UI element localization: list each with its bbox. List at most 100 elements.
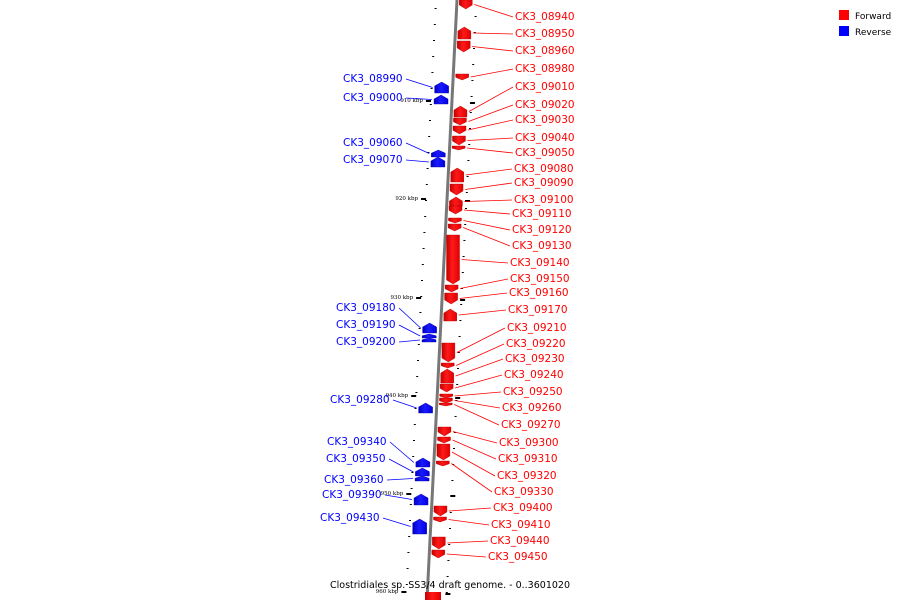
gene-label-ck3-09190[interactable]: CK3_09190 (336, 319, 396, 331)
gene-feature-ck3-09220[interactable] (441, 363, 454, 368)
gene-feature-ck3-09200[interactable] (422, 338, 436, 342)
gene-label-ck3-09060[interactable]: CK3_09060 (343, 137, 403, 149)
label-leader-ck3-09430 (383, 518, 411, 527)
gene-feature-ck3-09060[interactable] (431, 150, 445, 157)
gene-label-ck3-08980[interactable]: CK3_08980 (515, 63, 575, 75)
gene-label-ck3-09390[interactable]: CK3_09390 (322, 489, 382, 501)
gene-feature-ck3-09300[interactable] (438, 427, 451, 436)
gene-feature-ck3-08940[interactable] (459, 0, 472, 9)
gene-feature-ck3-08950[interactable] (458, 27, 471, 39)
gene-feature-ck3-09240[interactable] (440, 384, 453, 392)
gene-feature-ck3-09020[interactable] (453, 118, 466, 125)
gene-feature-ck3-09030[interactable] (453, 126, 466, 134)
gene-feature-ck3-08990[interactable] (435, 82, 449, 93)
gene-feature-ck3-09330[interactable] (436, 461, 449, 466)
gene-label-ck3-08960[interactable]: CK3_08960 (515, 45, 575, 57)
gene-label-ck3-09230[interactable]: CK3_09230 (505, 353, 565, 365)
gene-label-ck3-09280[interactable]: CK3_09280 (330, 394, 390, 406)
gene-label-ck3-09120[interactable]: CK3_09120 (512, 224, 572, 236)
gene-label-ck3-09330[interactable]: CK3_09330 (494, 486, 554, 498)
axis-minor-tick (448, 544, 450, 545)
gene-feature-ck3-09350[interactable] (415, 468, 429, 476)
gene-label-ck3-08990[interactable]: CK3_08990 (343, 73, 403, 85)
gene-feature-ck3-09400[interactable] (434, 506, 447, 516)
gene-label-ck3-09050[interactable]: CK3_09050 (515, 147, 575, 159)
gene-label-ck3-09310[interactable]: CK3_09310 (498, 453, 558, 465)
gene-feature-ck3-09080[interactable] (451, 168, 464, 182)
gene-feature-ck3-09180[interactable] (423, 323, 437, 333)
legend-forward-swatch (839, 10, 849, 20)
gene-feature-ck3-09450[interactable] (432, 550, 445, 558)
gene-feature-ck3-09410[interactable] (434, 517, 447, 522)
gene-label-ck3-09180[interactable]: CK3_09180 (336, 302, 396, 314)
gene-label-ck3-09400[interactable]: CK3_09400 (493, 502, 553, 514)
gene-feature-ck3-09260[interactable] (439, 398, 452, 403)
gene-feature-ck3-09130[interactable] (448, 224, 461, 231)
gene-label-ck3-09260[interactable]: CK3_09260 (502, 402, 562, 414)
gene-label-ck3-09020[interactable]: CK3_09020 (515, 99, 575, 111)
gene-feature-ck3-09110[interactable] (449, 206, 462, 214)
gene-label-ck3-09010[interactable]: CK3_09010 (515, 81, 575, 93)
gene-feature-ck3-08980[interactable] (456, 74, 469, 80)
gene-feature-ck3-09070[interactable] (431, 157, 445, 167)
gene-label-ck3-09030[interactable]: CK3_09030 (515, 114, 575, 126)
gene-feature-ck3-09390[interactable] (414, 494, 428, 505)
gene-feature-ck3-09050[interactable] (452, 146, 465, 150)
gene-feature-ck3-08960[interactable] (457, 41, 470, 52)
gene-feature-ck3-09270[interactable] (439, 403, 452, 406)
gene-feature-ck3-09310[interactable] (438, 437, 451, 443)
gene-label-ck3-08950[interactable]: CK3_08950 (515, 28, 575, 40)
gene-feature-ck3-09190[interactable] (422, 334, 436, 338)
label-leader-ck3-08950 (473, 33, 513, 34)
gene-label-ck3-09170[interactable]: CK3_09170 (508, 304, 568, 316)
gene-label-ck3-09100[interactable]: CK3_09100 (514, 194, 574, 206)
gene-feature-ck3-09250[interactable] (440, 394, 453, 398)
label-leader-ck3-09280 (393, 400, 417, 408)
gene-label-ck3-09250[interactable]: CK3_09250 (503, 386, 563, 398)
gene-feature-ck3-09150[interactable] (445, 285, 458, 292)
gene-feature-ck3-09430[interactable] (413, 519, 427, 534)
gene-feature-ck3-09210[interactable] (442, 343, 455, 362)
gene-label-ck3-09040[interactable]: CK3_09040 (515, 132, 575, 144)
gene-feature-ck3-09160[interactable] (445, 293, 458, 304)
gene-feature-ck3-09100[interactable] (449, 197, 462, 206)
gene-label-ck3-09450[interactable]: CK3_09450 (488, 551, 548, 563)
gene-label-ck3-09360[interactable]: CK3_09360 (324, 474, 384, 486)
gene-feature-ck3-09170[interactable] (444, 309, 457, 321)
gene-feature-ck3-09440[interactable] (432, 537, 445, 549)
gene-feature-ck3-09320[interactable] (437, 444, 450, 460)
gene-label-ck3-09320[interactable]: CK3_09320 (497, 470, 557, 482)
gene-label-ck3-08940[interactable]: CK3_08940 (515, 11, 575, 23)
gene-feature-ck3-09040[interactable] (452, 136, 465, 145)
gene-feature-ck3-09230[interactable] (441, 369, 454, 383)
gene-label-ck3-09160[interactable]: CK3_09160 (509, 287, 569, 299)
gene-label-ck3-09350[interactable]: CK3_09350 (326, 453, 386, 465)
gene-label-ck3-09080[interactable]: CK3_09080 (514, 163, 574, 175)
gene-label-ck3-09430[interactable]: CK3_09430 (320, 512, 380, 524)
gene-label-ck3-09110[interactable]: CK3_09110 (512, 208, 572, 220)
gene-feature-ck3-09340[interactable] (416, 458, 430, 467)
gene-label-ck3-09090[interactable]: CK3_09090 (514, 177, 574, 189)
gene-label-ck3-09140[interactable]: CK3_09140 (510, 257, 570, 269)
gene-label-ck3-09220[interactable]: CK3_09220 (506, 338, 566, 350)
gene-label-ck3-09270[interactable]: CK3_09270 (501, 419, 561, 431)
gene-feature-ck3-09280[interactable] (419, 403, 433, 413)
gene-label-ck3-09440[interactable]: CK3_09440 (490, 535, 550, 547)
gene-feature-ck3-09140[interactable] (447, 235, 460, 284)
gene-label-ck3-09410[interactable]: CK3_09410 (491, 519, 551, 531)
gene-feature-ck3-09000[interactable] (434, 95, 448, 104)
gene-feature-ck3-09010[interactable] (454, 106, 467, 117)
gene-label-ck3-09000[interactable]: CK3_09000 (343, 92, 403, 104)
gene-label-ck3-09070[interactable]: CK3_09070 (343, 154, 403, 166)
gene-label-ck3-09130[interactable]: CK3_09130 (512, 240, 572, 252)
gene-label-ck3-09340[interactable]: CK3_09340 (327, 436, 387, 448)
gene-feature-ck3-09090[interactable] (450, 184, 463, 195)
gene-label-ck3-09300[interactable]: CK3_09300 (499, 437, 559, 449)
gene-feature-ck3-09120[interactable] (448, 218, 461, 223)
gene-label-ck3-09210[interactable]: CK3_09210 (507, 322, 567, 334)
gene-label-ck3-09150[interactable]: CK3_09150 (510, 273, 570, 285)
gene-label-ck3-09240[interactable]: CK3_09240 (504, 369, 564, 381)
gene-label-ck3-09200[interactable]: CK3_09200 (336, 336, 396, 348)
gene-feature-ck3-09360[interactable] (415, 476, 429, 481)
label-leader-ck3-09130 (463, 228, 510, 247)
